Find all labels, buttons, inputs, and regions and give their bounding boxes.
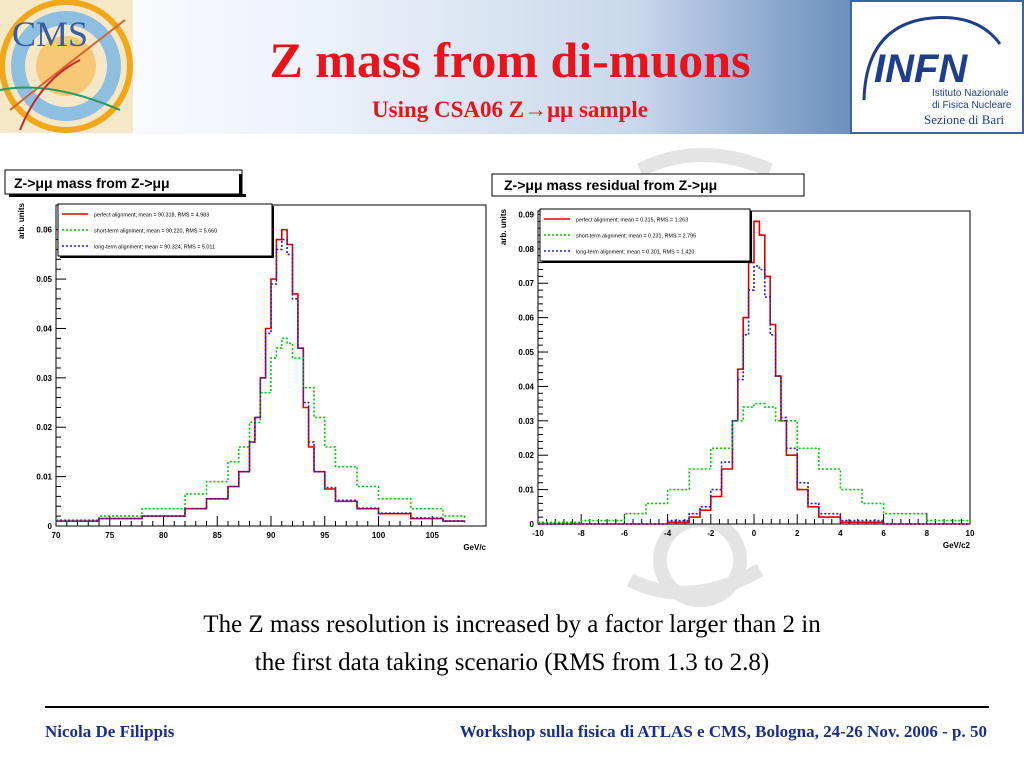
footer-author: Nicola De Filippis <box>45 722 175 741</box>
y-tick-label: 0.01 <box>518 486 534 495</box>
x-tick-label: 0 <box>752 529 757 538</box>
series-line-0 <box>538 220 970 525</box>
left-title-box: Z->μμ mass from Z->μμ <box>4 169 246 197</box>
y-tick-label: 0 <box>48 522 53 531</box>
right-plot-area: 0 0.01 0.02 0.03 0.04 0.05 0.06 0.07 0.08 0.09 -10… <box>499 208 975 550</box>
legend-label-0: perfect alignment; mean = 90.318, RMS = … <box>94 213 209 219</box>
legend-label-1: short-term alignment; mean = 0.231, RMS … <box>576 234 696 240</box>
y-axis-label: arb. units <box>17 202 26 239</box>
series-line-0 <box>56 228 466 523</box>
y-tick-label: 0.04 <box>36 324 52 333</box>
legend-box <box>539 208 751 262</box>
right-title-box: Z->μμ mass residual from Z->μμ <box>491 173 805 197</box>
y-tick-label: 0 <box>530 520 535 529</box>
footer-divider <box>45 706 989 708</box>
infn-line2: di Fisica Nucleare <box>932 100 1012 111</box>
y-tick-label: 0.08 <box>518 245 534 254</box>
page-subtitle: Using CSA06 Z→μμ sample <box>372 97 648 122</box>
chart-left: Z->μμ mass from Z->μμ 00.010.020.030.040… <box>4 169 487 552</box>
legend-label-2: long-term alignment; mean = 90.324, RMS … <box>94 245 215 251</box>
x-tick-label: 4 <box>838 529 843 538</box>
x-tick-label: -4 <box>664 529 672 538</box>
legend-label-1: short-term alignment; mean = 90.220, RMS… <box>94 229 217 235</box>
legend-label-0: perfect alignment; mean = 0.315, RMS = 1… <box>576 218 688 224</box>
x-tick-label: 8 <box>925 529 930 538</box>
infn-logo: INFN Istituto Nazionale di Fisica Nuclea… <box>850 0 1024 134</box>
series-line-2 <box>56 238 466 522</box>
cms-logo-text: CMS <box>12 14 88 54</box>
infn-line1: Istituto Nazionale <box>932 88 1009 99</box>
infn-line3: Sezione di Bari <box>924 112 1005 127</box>
x-tick-label: 105 <box>426 531 440 540</box>
y-tick-label: 0.05 <box>518 348 534 357</box>
legend-label-2: long-term alignment; mean = 0.301, RMS =… <box>576 250 694 256</box>
y-tick-label: 0.07 <box>518 279 534 288</box>
x-tick-label: 6 <box>881 529 886 538</box>
y-tick-label: 0.05 <box>36 275 52 284</box>
x-tick-label: 80 <box>159 531 168 540</box>
x-tick-label: 10 <box>966 529 975 538</box>
x-tick-label: 90 <box>267 531 276 540</box>
right-chart-title: Z->μμ mass residual from Z->μμ <box>504 177 717 193</box>
slide-header: CMS Z mass from di-muons Using CSA06 Z→μ… <box>0 0 1024 134</box>
x-tick-label: 75 <box>105 531 114 540</box>
page-title: Z mass from di-muons <box>269 32 751 88</box>
x-tick-label: 95 <box>320 531 329 540</box>
x-tick-label: -6 <box>621 529 629 538</box>
x-axis-label: GeV/c2 <box>943 541 971 550</box>
caption-line-2: the first data taking scenario (RMS from… <box>254 649 770 676</box>
y-tick-label: 0.09 <box>518 210 534 219</box>
x-tick-label: -2 <box>707 529 715 538</box>
footer-event: Workshop sulla fisica di ATLAS e CMS, Bo… <box>459 722 987 741</box>
x-tick-label: -10 <box>532 529 544 538</box>
y-tick-label: 0.03 <box>518 417 534 426</box>
y-tick-label: 0.02 <box>518 451 534 460</box>
x-tick-label: 85 <box>213 531 222 540</box>
y-tick-label: 0.02 <box>36 423 52 432</box>
x-tick-label: -8 <box>578 529 586 538</box>
y-tick-label: 0.06 <box>36 226 52 235</box>
y-axis-label: arb. units <box>499 208 508 245</box>
x-tick-label: 2 <box>795 529 800 538</box>
slide-caption: The Z mass resolution is increased by a … <box>60 606 964 682</box>
y-tick-label: 0.06 <box>518 314 534 323</box>
cms-logo: CMS <box>0 0 133 133</box>
chart-right: Z->μμ mass residual from Z->μμ 0 0.01 0.02… <box>491 173 975 550</box>
legend-box <box>57 203 273 257</box>
caption-line-1: The Z mass resolution is increased by a … <box>203 611 821 638</box>
y-tick-label: 0.03 <box>36 374 52 383</box>
x-tick-label: 70 <box>52 531 61 540</box>
series-line-1 <box>56 337 466 521</box>
y-tick-label: 0.01 <box>36 473 52 482</box>
x-axis-label: GeV/c <box>463 543 486 552</box>
left-chart-title: Z->μμ mass from Z->μμ <box>14 175 170 191</box>
x-tick-label: 100 <box>372 531 386 540</box>
y-tick-label: 0.04 <box>518 382 534 391</box>
left-plot-area: 0 0.01 0.02 0.03 0.04 0.05 0.06 70 75 80 85 90 95 100… <box>17 202 487 552</box>
infn-logo-text: INFN <box>874 47 968 91</box>
